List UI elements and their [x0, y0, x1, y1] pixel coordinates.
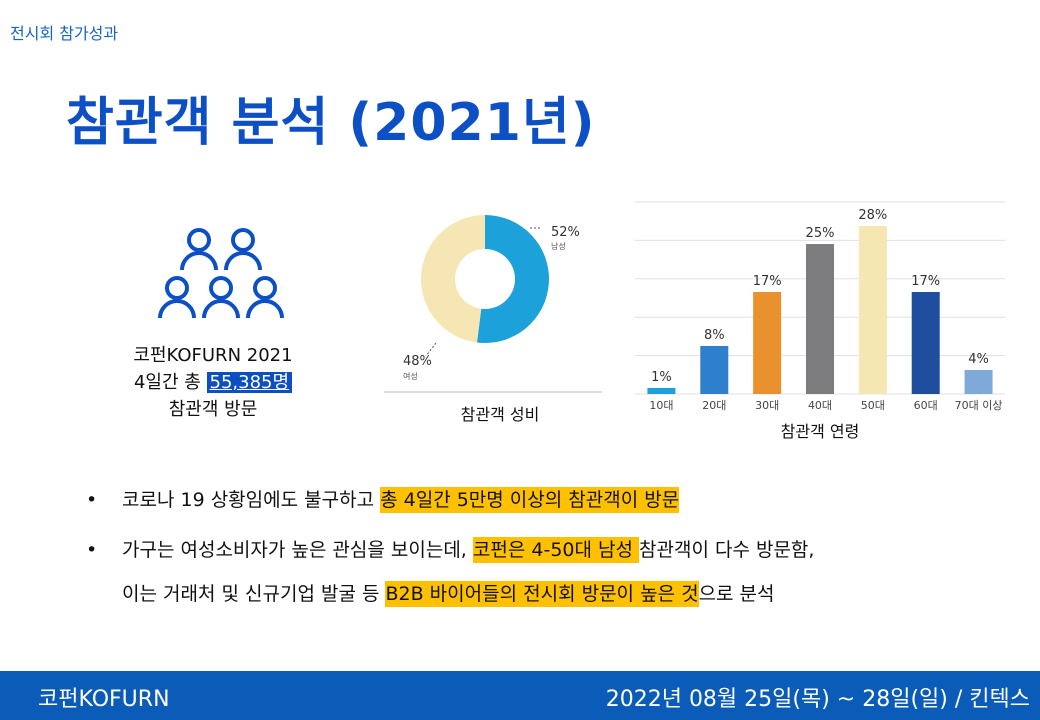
category-label: 50대: [861, 399, 885, 412]
bar: [753, 292, 782, 394]
category-label: 10대: [649, 399, 673, 412]
bar: [911, 292, 940, 394]
leader-line: [425, 342, 437, 357]
bar-value-label: 1%: [651, 370, 672, 385]
visitor-summary: 코펀KOFURN 2021 4일간 총 55,385명 참관객 방문: [100, 342, 326, 423]
category-label: 70대 이상: [955, 399, 1003, 412]
text-segment: 이는 거래처 및 신규기업 발굴 등: [122, 583, 386, 605]
bullet-dot: •: [86, 489, 98, 511]
section-label: 전시회 참가성과: [10, 24, 119, 43]
donut-slice: [420, 215, 485, 343]
bullet-dot: •: [86, 539, 98, 561]
chart-title: 참관객 성비: [461, 405, 540, 424]
highlighted-text: B2B 바이어들의 전시회 방문이 높은 것: [385, 581, 699, 607]
chart-title: 참관객 연령: [781, 422, 860, 441]
slice-value-label: 48%: [403, 354, 432, 369]
bar-value-label: 25%: [806, 226, 835, 241]
age-bar-chart: 1% 10대 8% 20대 17% 30대 25% 40대 28% 50대 17% 60대 4% 70대 …: [635, 201, 1005, 441]
category-label: 30대: [755, 399, 779, 412]
category-label: 40대: [808, 399, 832, 412]
visitor-count: 55,385명: [206, 372, 293, 393]
footer-event-info: 2022년 08월 25일(목) ~ 28일(일) / 킨텍스: [605, 687, 1030, 712]
text-segment: 참관객이 다수 방문함,: [639, 539, 815, 561]
slice-name-label: 여성: [403, 371, 418, 381]
visitor-total-prefix: 4일간 총: [133, 372, 207, 393]
bullet-text: 가구는 여성소비자가 높은 관심을 보이는데, 코펀은 4-50대 남성 참관객…: [122, 530, 814, 570]
bar-value-label: 28%: [858, 208, 887, 223]
bar-value-label: 4%: [968, 352, 989, 367]
highlighted-text: 총 4일간 5만명 이상의 참관객이 방문: [380, 487, 680, 513]
category-label: 60대: [914, 399, 938, 412]
bar-value-label: 8%: [704, 328, 725, 343]
footer-bar: 코펀KOFURN 2022년 08월 25일(목) ~ 28일(일) / 킨텍스: [0, 671, 1040, 720]
bar: [647, 388, 676, 394]
text-segment: 코로나 19 상황임에도 불구하고: [122, 489, 381, 511]
text-segment: 가구는 여성소비자가 높은 관심을 보이는데,: [122, 539, 473, 561]
page-title: 참관객 분석 (2021년): [66, 93, 596, 153]
category-label: 20대: [702, 399, 726, 412]
visitor-line-event: 코펀KOFURN 2021: [133, 345, 293, 366]
bar-value-label: 17%: [753, 274, 782, 289]
people-group-icon: [158, 228, 284, 319]
bar: [806, 244, 834, 394]
bullet-text: 코로나 19 상황임에도 불구하고 총 4일간 5만명 이상의 참관객이 방문: [122, 480, 680, 520]
text-segment: 으로 분석: [698, 583, 775, 605]
bar-value-label: 17%: [911, 274, 940, 289]
donut-slice: [476, 215, 549, 343]
bar: [964, 370, 993, 394]
slice-value-label: 52%: [551, 225, 580, 240]
highlighted-text: 코펀은 4-50대 남성: [472, 537, 640, 563]
visitor-line-visit: 참관객 방문: [168, 399, 258, 420]
footer-brand: 코펀KOFURN: [38, 687, 170, 712]
visitor-line-total: 4일간 총 55,385명: [100, 369, 326, 396]
bar: [858, 226, 887, 394]
bar: [700, 346, 729, 394]
slice-name-label: 남성: [551, 242, 566, 251]
bullet-text: 이는 거래처 및 신규기업 발굴 등 B2B 바이어들의 전시회 방문이 높은 …: [122, 574, 775, 614]
